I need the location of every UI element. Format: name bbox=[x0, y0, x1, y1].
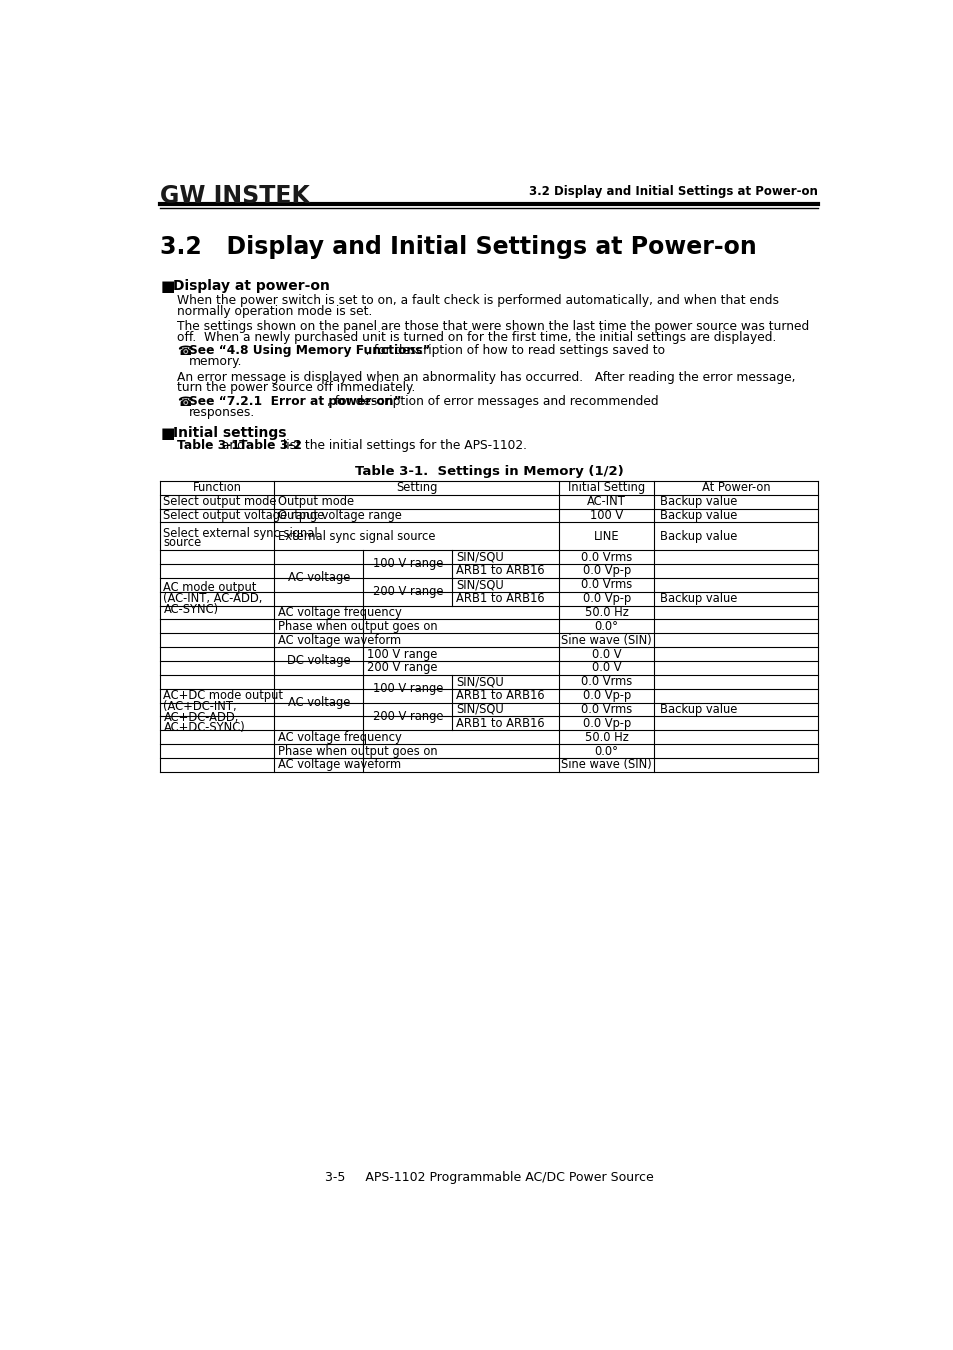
Text: Sine wave (SIN): Sine wave (SIN) bbox=[560, 759, 652, 771]
Text: off.  When a newly purchased unit is turned on for the first time, the initial s: off. When a newly purchased unit is turn… bbox=[177, 331, 776, 344]
Text: Select output mode: Select output mode bbox=[163, 495, 276, 508]
Text: (AC+DC-INT,: (AC+DC-INT, bbox=[163, 699, 236, 713]
Text: 0.0 V: 0.0 V bbox=[591, 662, 621, 675]
Text: Display at power-on: Display at power-on bbox=[172, 279, 329, 293]
Text: Table 3-1.  Settings in Memory (1/2): Table 3-1. Settings in Memory (1/2) bbox=[355, 464, 622, 478]
Text: 50.0 Hz: 50.0 Hz bbox=[584, 606, 628, 618]
Text: 3.2   Display and Initial Settings at Power-on: 3.2 Display and Initial Settings at Powe… bbox=[159, 235, 756, 259]
Text: source: source bbox=[163, 536, 201, 549]
Text: 100 V range: 100 V range bbox=[373, 558, 442, 571]
Text: Select external sync signal: Select external sync signal bbox=[163, 526, 317, 540]
Text: SIN/SQU: SIN/SQU bbox=[456, 703, 503, 716]
Text: Table 3-1: Table 3-1 bbox=[177, 439, 240, 452]
Text: AC+DC-SYNC): AC+DC-SYNC) bbox=[163, 721, 245, 734]
Text: Setting: Setting bbox=[395, 481, 437, 494]
Text: , for description of how to read settings saved to: , for description of how to read setting… bbox=[365, 344, 664, 358]
Text: Initial Setting: Initial Setting bbox=[568, 481, 644, 494]
Text: Function: Function bbox=[193, 481, 241, 494]
Text: 100 V range: 100 V range bbox=[367, 648, 437, 660]
Text: 50.0 Hz: 50.0 Hz bbox=[584, 730, 628, 744]
Text: GW INSTEK: GW INSTEK bbox=[159, 184, 309, 208]
Text: 200 V range: 200 V range bbox=[373, 710, 443, 722]
Text: AC voltage: AC voltage bbox=[287, 697, 350, 709]
Text: 0.0 Vrms: 0.0 Vrms bbox=[580, 675, 632, 688]
Text: 3-5     APS-1102 Programmable AC/DC Power Source: 3-5 APS-1102 Programmable AC/DC Power So… bbox=[324, 1170, 653, 1184]
Text: SIN/SQU: SIN/SQU bbox=[456, 551, 503, 563]
Text: Output mode: Output mode bbox=[278, 495, 354, 508]
Text: ☎: ☎ bbox=[177, 396, 193, 409]
Text: SIN/SQU: SIN/SQU bbox=[456, 675, 503, 688]
Text: AC voltage frequency: AC voltage frequency bbox=[278, 606, 401, 618]
Text: 0.0°: 0.0° bbox=[594, 620, 618, 633]
Text: Table 3-2: Table 3-2 bbox=[238, 439, 301, 452]
Text: ☎: ☎ bbox=[177, 346, 193, 358]
Text: ■: ■ bbox=[160, 427, 174, 441]
Text: ARB1 to ARB16: ARB1 to ARB16 bbox=[456, 564, 544, 578]
Text: 0.0 Vrms: 0.0 Vrms bbox=[580, 703, 632, 716]
Text: Backup value: Backup value bbox=[659, 593, 737, 605]
Text: AC voltage waveform: AC voltage waveform bbox=[278, 633, 401, 647]
Text: 3.2 Display and Initial Settings at Power-on: 3.2 Display and Initial Settings at Powe… bbox=[529, 185, 818, 198]
Text: 0.0 V: 0.0 V bbox=[591, 648, 621, 660]
Text: LINE: LINE bbox=[594, 529, 618, 543]
Text: See “4.8 Using Memory Functions”: See “4.8 Using Memory Functions” bbox=[189, 344, 430, 358]
Text: (AC-INT, AC-ADD,: (AC-INT, AC-ADD, bbox=[163, 593, 262, 605]
Text: AC voltage frequency: AC voltage frequency bbox=[278, 730, 401, 744]
Text: Phase when output goes on: Phase when output goes on bbox=[278, 620, 437, 633]
Text: When the power switch is set to on, a fault check is performed automatically, an: When the power switch is set to on, a fa… bbox=[177, 294, 779, 308]
Text: Sine wave (SIN): Sine wave (SIN) bbox=[560, 633, 652, 647]
Text: 200 V range: 200 V range bbox=[373, 585, 443, 598]
Text: AC mode output: AC mode output bbox=[163, 582, 256, 594]
Text: AC-SYNC): AC-SYNC) bbox=[163, 603, 218, 616]
Text: Initial settings: Initial settings bbox=[172, 427, 286, 440]
Text: ARB1 to ARB16: ARB1 to ARB16 bbox=[456, 717, 544, 730]
Text: Phase when output goes on: Phase when output goes on bbox=[278, 745, 437, 757]
Text: Backup value: Backup value bbox=[659, 703, 737, 716]
Text: 200 V range: 200 V range bbox=[367, 662, 437, 675]
Text: 0.0 Vp-p: 0.0 Vp-p bbox=[582, 717, 630, 730]
Text: memory.: memory. bbox=[189, 355, 242, 369]
Text: AC voltage: AC voltage bbox=[287, 571, 350, 585]
Text: See “7.2.1  Error at power-on”: See “7.2.1 Error at power-on” bbox=[189, 396, 401, 408]
Text: 0.0 Vrms: 0.0 Vrms bbox=[580, 578, 632, 591]
Text: Backup value: Backup value bbox=[659, 495, 737, 508]
Text: DC voltage: DC voltage bbox=[287, 655, 351, 667]
Text: An error message is displayed when an abnormality has occurred.   After reading : An error message is displayed when an ab… bbox=[177, 371, 795, 383]
Text: AC voltage waveform: AC voltage waveform bbox=[278, 759, 401, 771]
Text: 0.0°: 0.0° bbox=[594, 745, 618, 757]
Text: 0.0 Vp-p: 0.0 Vp-p bbox=[582, 593, 630, 605]
Text: Backup value: Backup value bbox=[659, 529, 737, 543]
Text: Select output voltage range: Select output voltage range bbox=[163, 509, 324, 522]
Text: ■: ■ bbox=[160, 279, 174, 294]
Text: 0.0 Vp-p: 0.0 Vp-p bbox=[582, 688, 630, 702]
Text: At Power-on: At Power-on bbox=[701, 481, 770, 494]
Text: and: and bbox=[217, 439, 248, 452]
Text: 0.0 Vrms: 0.0 Vrms bbox=[580, 551, 632, 563]
Text: External sync signal source: External sync signal source bbox=[278, 529, 436, 543]
Text: AC-INT: AC-INT bbox=[587, 495, 625, 508]
Text: SIN/SQU: SIN/SQU bbox=[456, 578, 503, 591]
Text: , for description of error messages and recommended: , for description of error messages and … bbox=[327, 396, 658, 408]
Text: responses.: responses. bbox=[189, 406, 255, 418]
Text: Backup value: Backup value bbox=[659, 509, 737, 522]
Text: list the initial settings for the APS-1102.: list the initial settings for the APS-11… bbox=[278, 439, 526, 452]
Text: Output voltage range: Output voltage range bbox=[278, 509, 401, 522]
Text: AC+DC mode output: AC+DC mode output bbox=[163, 688, 283, 702]
Text: ARB1 to ARB16: ARB1 to ARB16 bbox=[456, 688, 544, 702]
Text: 100 V: 100 V bbox=[590, 509, 622, 522]
Text: ARB1 to ARB16: ARB1 to ARB16 bbox=[456, 593, 544, 605]
Text: The settings shown on the panel are those that were shown the last time the powe: The settings shown on the panel are thos… bbox=[177, 320, 809, 333]
Text: 0.0 Vp-p: 0.0 Vp-p bbox=[582, 564, 630, 578]
Text: 100 V range: 100 V range bbox=[373, 682, 442, 695]
Text: normally operation mode is set.: normally operation mode is set. bbox=[177, 305, 373, 319]
Text: turn the power source off immediately.: turn the power source off immediately. bbox=[177, 382, 416, 394]
Text: AC+DC-ADD,: AC+DC-ADD, bbox=[163, 710, 238, 724]
